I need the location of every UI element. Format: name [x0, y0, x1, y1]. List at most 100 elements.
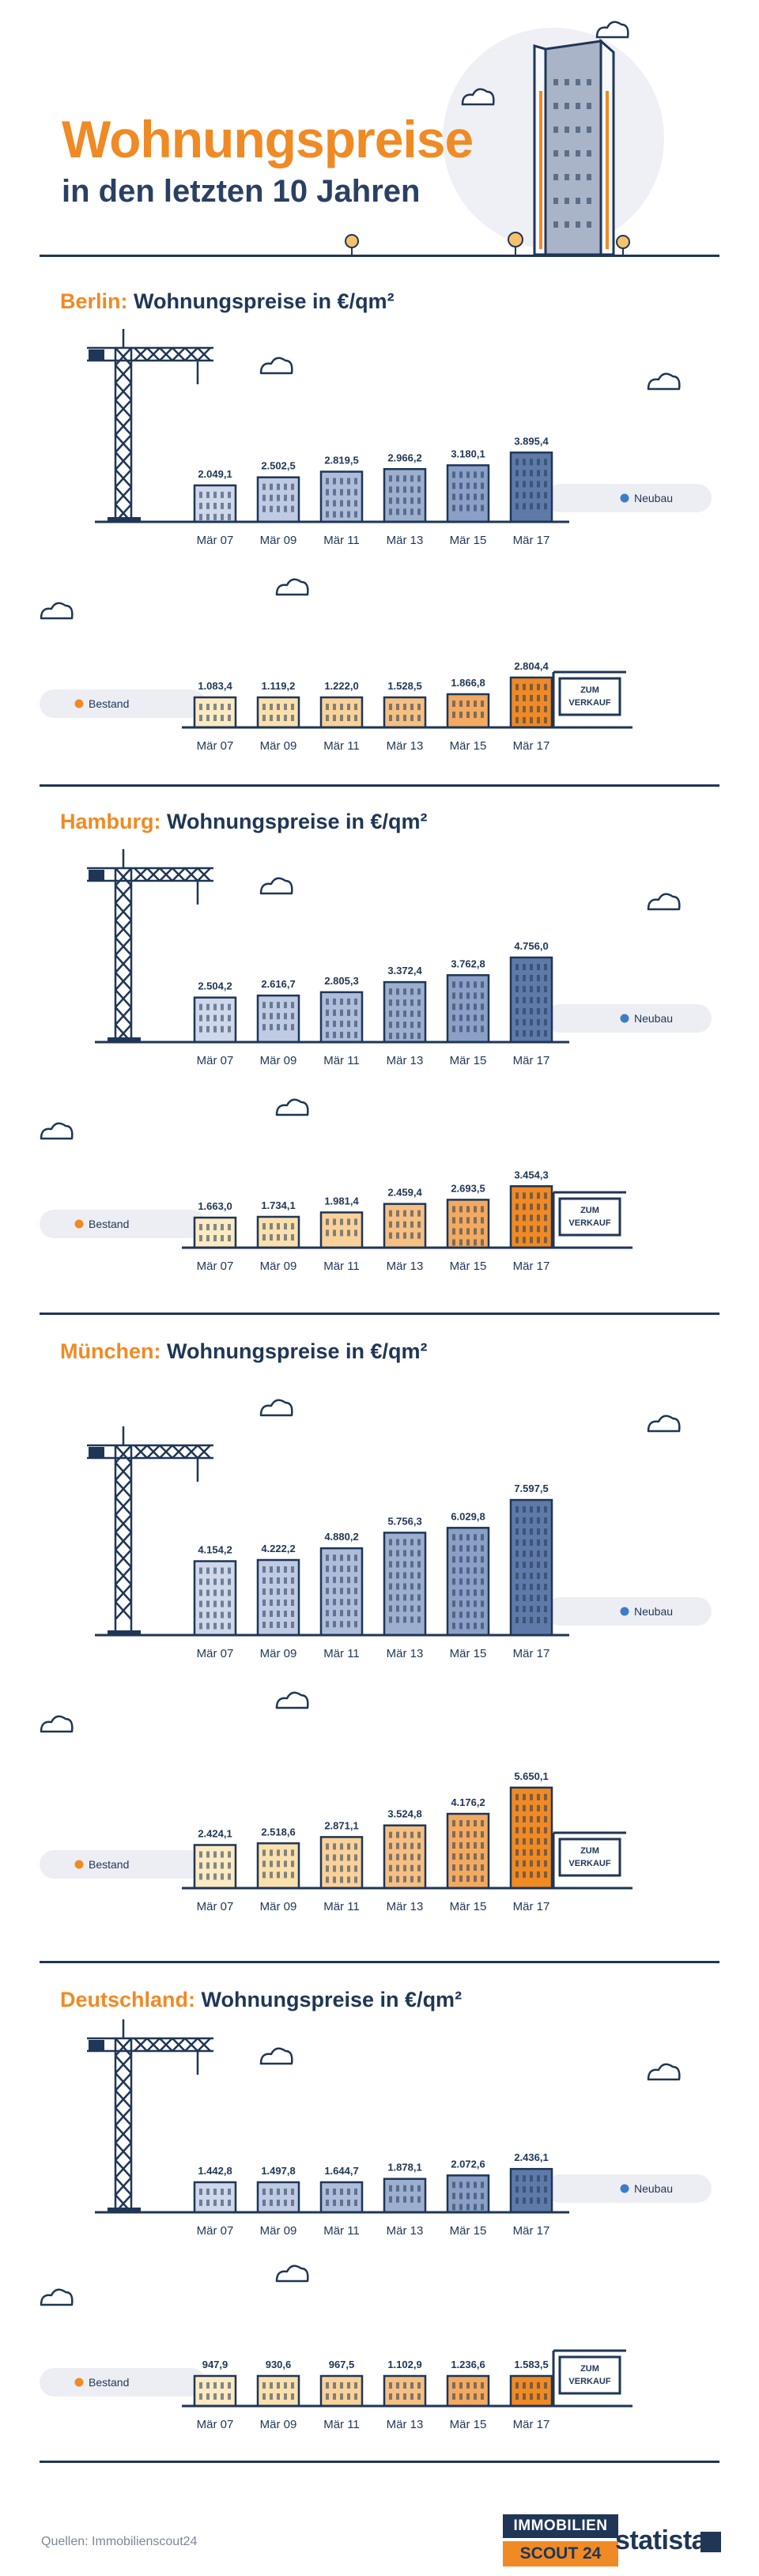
bar-building: [509, 2167, 553, 2214]
bestand-chart: Bestand ZUM VERKAUF 1.663,0 Mär 07 1.734,1 Mär…: [40, 1098, 632, 1273]
bar: [256, 2181, 300, 2214]
data-label: 2.436,1: [514, 2151, 548, 2163]
neubau-chart: Neubau 1.442,8 Mär 07 1.497,8 Mär 09 1.644,7 M…: [87, 2019, 712, 2238]
section-title-muenchen: München: Wohnungspreise in €/qm²: [60, 1339, 428, 1363]
section-divider: [40, 784, 719, 787]
tick-label: Mär 17: [513, 2418, 550, 2431]
bestand-chart: Bestand ZUM VERKAUF 2.424,1 Mär 07 2.518,6 Mär…: [40, 1691, 632, 1913]
header: Wohnungspreise in den letzten 10 Jahren: [0, 0, 759, 261]
data-label: 1.981,4: [324, 1195, 359, 1207]
tick-label: Mär 15: [450, 2418, 487, 2431]
tick-label: Mär 07: [197, 1260, 234, 1273]
data-label: 1.644,7: [324, 2165, 358, 2177]
cloud-icon: [259, 357, 293, 375]
immobilienscout-logo: IMMOBILIEN SCOUT 24: [503, 2514, 618, 2570]
bar-building: [256, 1558, 300, 1637]
bar-building: [319, 991, 364, 1044]
tick-label: Mär 09: [260, 2224, 297, 2238]
data-label: 947,9: [202, 2359, 228, 2370]
tree-icon-3: [616, 235, 630, 255]
tick-label: Mär 13: [387, 534, 424, 547]
tick-label: Mär 13: [387, 2224, 424, 2238]
tick-label: Mär 15: [450, 2224, 487, 2238]
bar: [383, 696, 427, 729]
data-label: 1.528,5: [387, 680, 421, 692]
data-label: 4.176,2: [451, 1796, 485, 1808]
bar-building: [446, 1812, 490, 1890]
tick-label: Mär 07: [197, 1647, 234, 1660]
section-muenchen: München: Wohnungspreise in €/qm² Neubau 4…: [0, 1328, 759, 1961]
section-divider: [40, 1313, 719, 1315]
legend-pill: Neubau: [546, 484, 712, 512]
data-label: 1.734,1: [261, 1199, 295, 1211]
sign-text-1: ZUM: [580, 2364, 599, 2374]
tick-label: Mär 15: [450, 534, 487, 547]
header-divider: [40, 255, 719, 257]
for-sale-sign: ZUM VERKAUF: [552, 1191, 626, 1248]
tick-label: Mär 07: [197, 2224, 234, 2238]
section-city-name: Deutschland: [60, 1988, 189, 2011]
bar: [446, 2374, 490, 2408]
legend-label: Bestand: [89, 2376, 129, 2389]
cloud-icon: [259, 2047, 293, 2065]
data-label: 2.049,1: [198, 468, 232, 480]
section-title-hamburg: Hamburg: Wohnungspreise in €/qm²: [60, 810, 428, 833]
cloud-icon-1: [461, 88, 495, 106]
section-city-name: Berlin: [60, 289, 121, 313]
data-label: 1.663,0: [198, 1200, 232, 1212]
tick-label: Mär 11: [323, 2224, 360, 2238]
data-label: 5.756,3: [387, 1515, 421, 1527]
statista-logo: statista: [615, 2525, 707, 2555]
neubau-chart: Neubau 2.049,1 Mär 07 2.502,5 Mär 09 2.819,5 M…: [87, 329, 712, 547]
data-label: 1.583,5: [514, 2359, 548, 2370]
bar: [256, 2374, 300, 2408]
bar: [383, 2374, 427, 2408]
data-label: 4.154,2: [198, 1544, 232, 1556]
bar-building: [319, 2181, 364, 2214]
bar-building: [446, 974, 490, 1044]
legend-label: Neubau: [634, 1012, 673, 1025]
data-label: 2.502,5: [261, 460, 295, 472]
bestand-chart: Bestand ZUM VERKAUF 1.083,4 Mär 07 1.119,2 Mär…: [40, 578, 632, 753]
bar-building: [256, 696, 300, 729]
tick-label: Mär 17: [513, 1900, 550, 1913]
bestand-chart: Bestand ZUM VERKAUF 947,9 Mär 07 930,6 Mär 09 9…: [40, 2264, 632, 2431]
tick-label: Mär 09: [260, 1647, 297, 1660]
data-label: 1.236,6: [451, 2359, 485, 2370]
data-label: 2.871,1: [324, 1819, 358, 1831]
legend-dot: [74, 699, 84, 708]
bar-building: [256, 2181, 300, 2214]
tick-label: Mär 13: [387, 1647, 424, 1660]
legend-label: Bestand: [89, 1858, 129, 1871]
legend-dot: [620, 2184, 629, 2193]
section-deutschland: Deutschland: Wohnungspreise in €/qm² Neu…: [0, 1977, 759, 2451]
bar-building: [383, 2374, 427, 2408]
tick-label: Mär 11: [323, 534, 360, 547]
section-city-name: Hamburg: [60, 810, 154, 833]
logo-top-text: IMMOBILIEN: [503, 2514, 618, 2538]
cloud-icon: [40, 2288, 74, 2306]
data-label: 3.762,8: [451, 958, 485, 969]
tick-label: Mär 13: [387, 2418, 424, 2431]
legend-dot: [74, 1860, 84, 1869]
data-label: 3.180,1: [451, 448, 485, 459]
cloud-icon-2: [595, 21, 629, 39]
bar-building: [319, 1211, 364, 1249]
bar-building: [319, 696, 364, 729]
bar: [509, 1786, 553, 1890]
neubau-chart: Neubau 4.154,2 Mär 07 4.222,2 Mär 09 4.880,2 M…: [87, 1399, 712, 1660]
bar-building: [383, 1532, 427, 1637]
section-berlin: Berlin: Wohnungspreise in €/qm² Neubau 2.…: [0, 278, 759, 784]
tick-label: Mär 09: [260, 1260, 297, 1273]
bar: [256, 1215, 300, 1249]
bar: [446, 693, 490, 729]
data-label: 1.878,1: [387, 2162, 421, 2174]
bar-building: [383, 2178, 427, 2214]
legend-dot: [74, 1219, 84, 1229]
cloud-icon: [259, 877, 293, 895]
tree-icon-1: [345, 234, 359, 255]
tick-label: Mär 11: [323, 739, 360, 753]
legend-dot: [620, 1014, 629, 1023]
crane-icon: [87, 849, 213, 1043]
